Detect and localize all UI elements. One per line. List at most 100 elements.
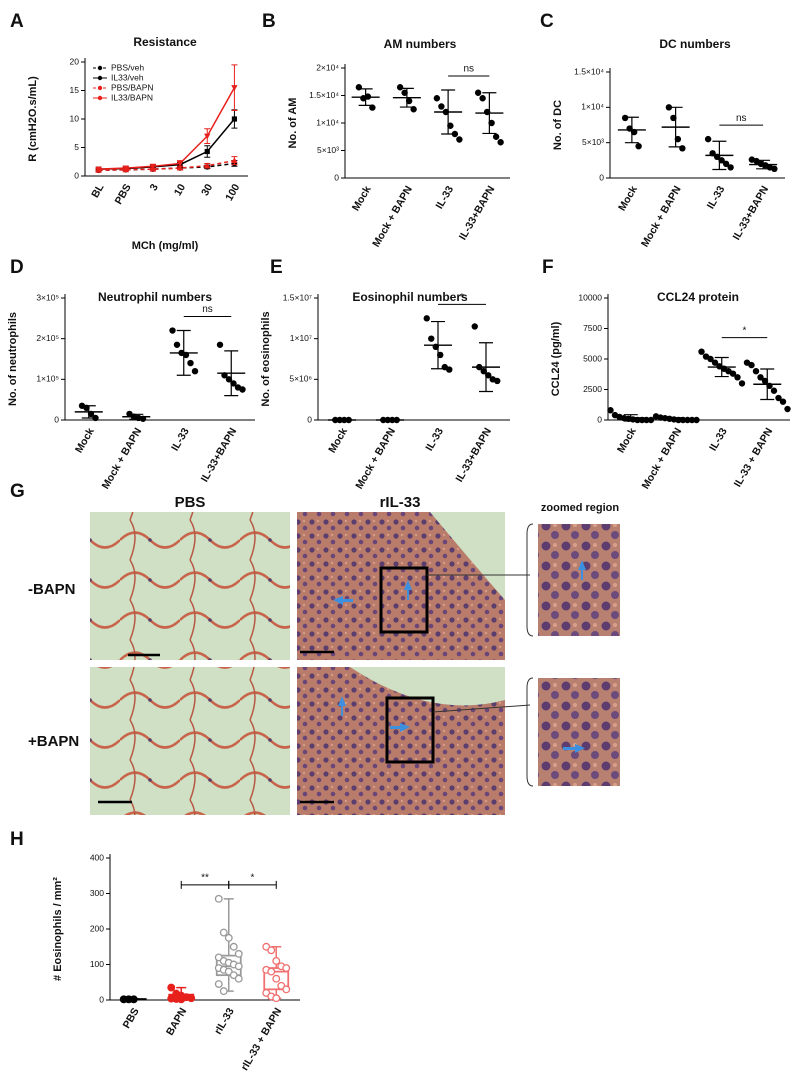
sd-bar	[358, 88, 373, 106]
data-point	[752, 368, 760, 375]
x-tick-label: IL-33+BAPN	[731, 184, 772, 242]
row-label: +BAPN	[28, 733, 79, 750]
x-tick-label: IL-33	[169, 426, 192, 453]
data-point	[446, 366, 453, 373]
significance-label: **	[201, 872, 209, 883]
data-point	[779, 398, 787, 405]
sd-bar	[224, 350, 239, 397]
x-tick-label: rIL-33	[212, 1006, 237, 1037]
x-tick-label: BAPN	[164, 1006, 189, 1038]
y-tick-label: 1×10⁴	[581, 102, 604, 112]
data-point	[480, 368, 487, 375]
x-tick-label: Mock + BAPN	[639, 184, 684, 249]
y-axis-label: CCL24 (pg/ml)	[550, 321, 562, 396]
data-point	[177, 995, 186, 1004]
series-line	[98, 159, 235, 172]
row-label: -BAPN	[28, 581, 76, 598]
arrows	[333, 560, 586, 753]
data-point	[757, 374, 764, 381]
y-tick-label: 1×10⁵	[36, 374, 59, 384]
data-point	[173, 341, 181, 348]
data-point	[471, 323, 478, 330]
data-point	[219, 987, 228, 996]
y-tick-label: 5000	[583, 353, 602, 363]
y-tick-label: 1×10⁴	[316, 117, 339, 127]
data-point	[229, 942, 238, 951]
x-tick-label: IL-33	[705, 184, 728, 211]
sd-bar	[712, 140, 727, 171]
data-point	[488, 119, 495, 127]
data-point	[214, 894, 223, 903]
data-point	[234, 974, 243, 983]
y-tick-label: 20	[70, 56, 80, 66]
data-point	[234, 949, 243, 958]
y-tick-label: 15	[70, 85, 80, 95]
chart-title: Eosinophil numbers	[352, 290, 468, 304]
sd-bar	[760, 368, 775, 401]
data-point	[272, 957, 281, 965]
legend-label: IL33/BAPN	[111, 92, 153, 102]
scale-bars	[98, 650, 334, 804]
data-point	[282, 985, 291, 994]
y-tick-label: 400	[90, 852, 104, 862]
x-tick-label: Mock	[350, 184, 374, 213]
panel-letter: D	[10, 257, 24, 278]
data-point	[474, 89, 482, 96]
data-point	[679, 145, 686, 152]
data-point	[729, 370, 737, 377]
data-point	[456, 136, 463, 143]
data-point	[718, 157, 725, 164]
data-point	[734, 374, 741, 381]
data-point	[727, 164, 734, 171]
panel-letter: H	[10, 829, 24, 850]
y-tick-label: 0	[334, 172, 339, 182]
significance-label: *	[251, 872, 255, 883]
y-tick-label: 1.5×10⁷	[283, 292, 312, 302]
sd-bar	[714, 356, 729, 378]
y-tick-label: 200	[90, 923, 104, 933]
series-line	[98, 87, 236, 170]
column-label: PBS	[175, 494, 206, 511]
airspace	[350, 667, 505, 706]
data-point	[428, 335, 435, 342]
panel-letter: E	[270, 257, 283, 278]
y-tick-label: 5×10⁶	[289, 374, 312, 384]
data-point	[707, 355, 714, 363]
significance-label: ns	[736, 113, 747, 124]
data-point	[405, 97, 413, 105]
x-tick-label: 3	[148, 182, 161, 193]
y-tick-label: 0	[74, 170, 79, 180]
data-point	[647, 416, 655, 424]
y-axis-label: R (cmH2O.s/mL)	[27, 76, 39, 162]
data-point	[674, 135, 682, 143]
data-point	[437, 351, 444, 359]
sd-bar	[176, 329, 191, 376]
data-point	[224, 933, 233, 942]
significance-label: ns	[463, 64, 474, 75]
data-point	[272, 974, 281, 983]
x-tick-label: Mock + BAPN	[640, 426, 685, 491]
x-tick-label: IL-33 + BAPN	[732, 426, 776, 489]
chart-title: CCL24 protein	[657, 290, 739, 304]
data-point	[770, 387, 778, 394]
data-point	[191, 368, 199, 375]
marker	[231, 157, 238, 164]
data-point	[485, 372, 492, 379]
zoomed-image	[538, 524, 620, 636]
panel-letter: C	[540, 11, 554, 32]
chart-title: AM numbers	[384, 37, 457, 51]
sd-bar	[441, 89, 456, 135]
sd-bar	[479, 342, 493, 393]
data-point	[216, 341, 224, 348]
data-point	[784, 405, 791, 413]
marker	[149, 163, 157, 170]
x-tick-label: rIL-33 + BAPN	[239, 1006, 285, 1073]
legend-label: IL33/veh	[111, 72, 144, 82]
column-label: rIL-33	[380, 494, 421, 511]
y-tick-label: 10000	[578, 292, 602, 302]
marker	[176, 164, 184, 171]
y-tick-label: 2500	[583, 384, 602, 394]
data-point	[214, 980, 223, 988]
panel-g: G PBS rIL-33 zoomed region -BAPN +BAPN	[10, 481, 620, 815]
data-point	[635, 143, 642, 150]
